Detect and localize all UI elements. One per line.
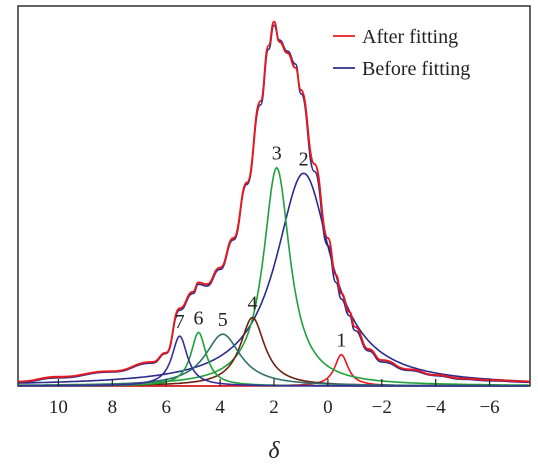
x-tick-label: −6 — [479, 397, 499, 418]
peak-7-curve — [18, 335, 529, 387]
x-tick-label: −2 — [372, 397, 392, 418]
x-tick-label: 8 — [108, 397, 118, 418]
peak-3-curve — [17, 166, 529, 386]
x-tick-label: 6 — [161, 397, 171, 418]
peak-label-3: 3 — [272, 143, 282, 165]
x-tick-label: 0 — [323, 397, 333, 418]
peak-label-6: 6 — [194, 307, 204, 329]
x-axis-ticks: 10 8 6 4 2 0 −2 −4 −6 — [49, 379, 500, 418]
legend-label-before: Before fitting — [362, 58, 470, 80]
legend-label-after: After fitting — [362, 26, 458, 48]
x-axis-title: δ — [268, 438, 280, 464]
peak-label-4: 4 — [247, 293, 257, 315]
peak-label-5: 5 — [218, 309, 228, 331]
series-lines — [17, 20, 531, 384]
peak-label-7: 7 — [175, 311, 185, 333]
x-tick-label: 2 — [269, 397, 279, 418]
legend: After fitting Before fitting — [333, 26, 470, 80]
peak-label-1: 1 — [336, 330, 346, 352]
peak-label-2: 2 — [299, 148, 309, 170]
x-tick-label: 4 — [215, 397, 225, 418]
peak-2-curve — [18, 172, 529, 384]
series-after-fitting-line — [17, 20, 531, 383]
x-tick-label: −4 — [426, 397, 447, 418]
peak-components — [17, 166, 529, 387]
x-tick-label: 10 — [49, 397, 68, 418]
